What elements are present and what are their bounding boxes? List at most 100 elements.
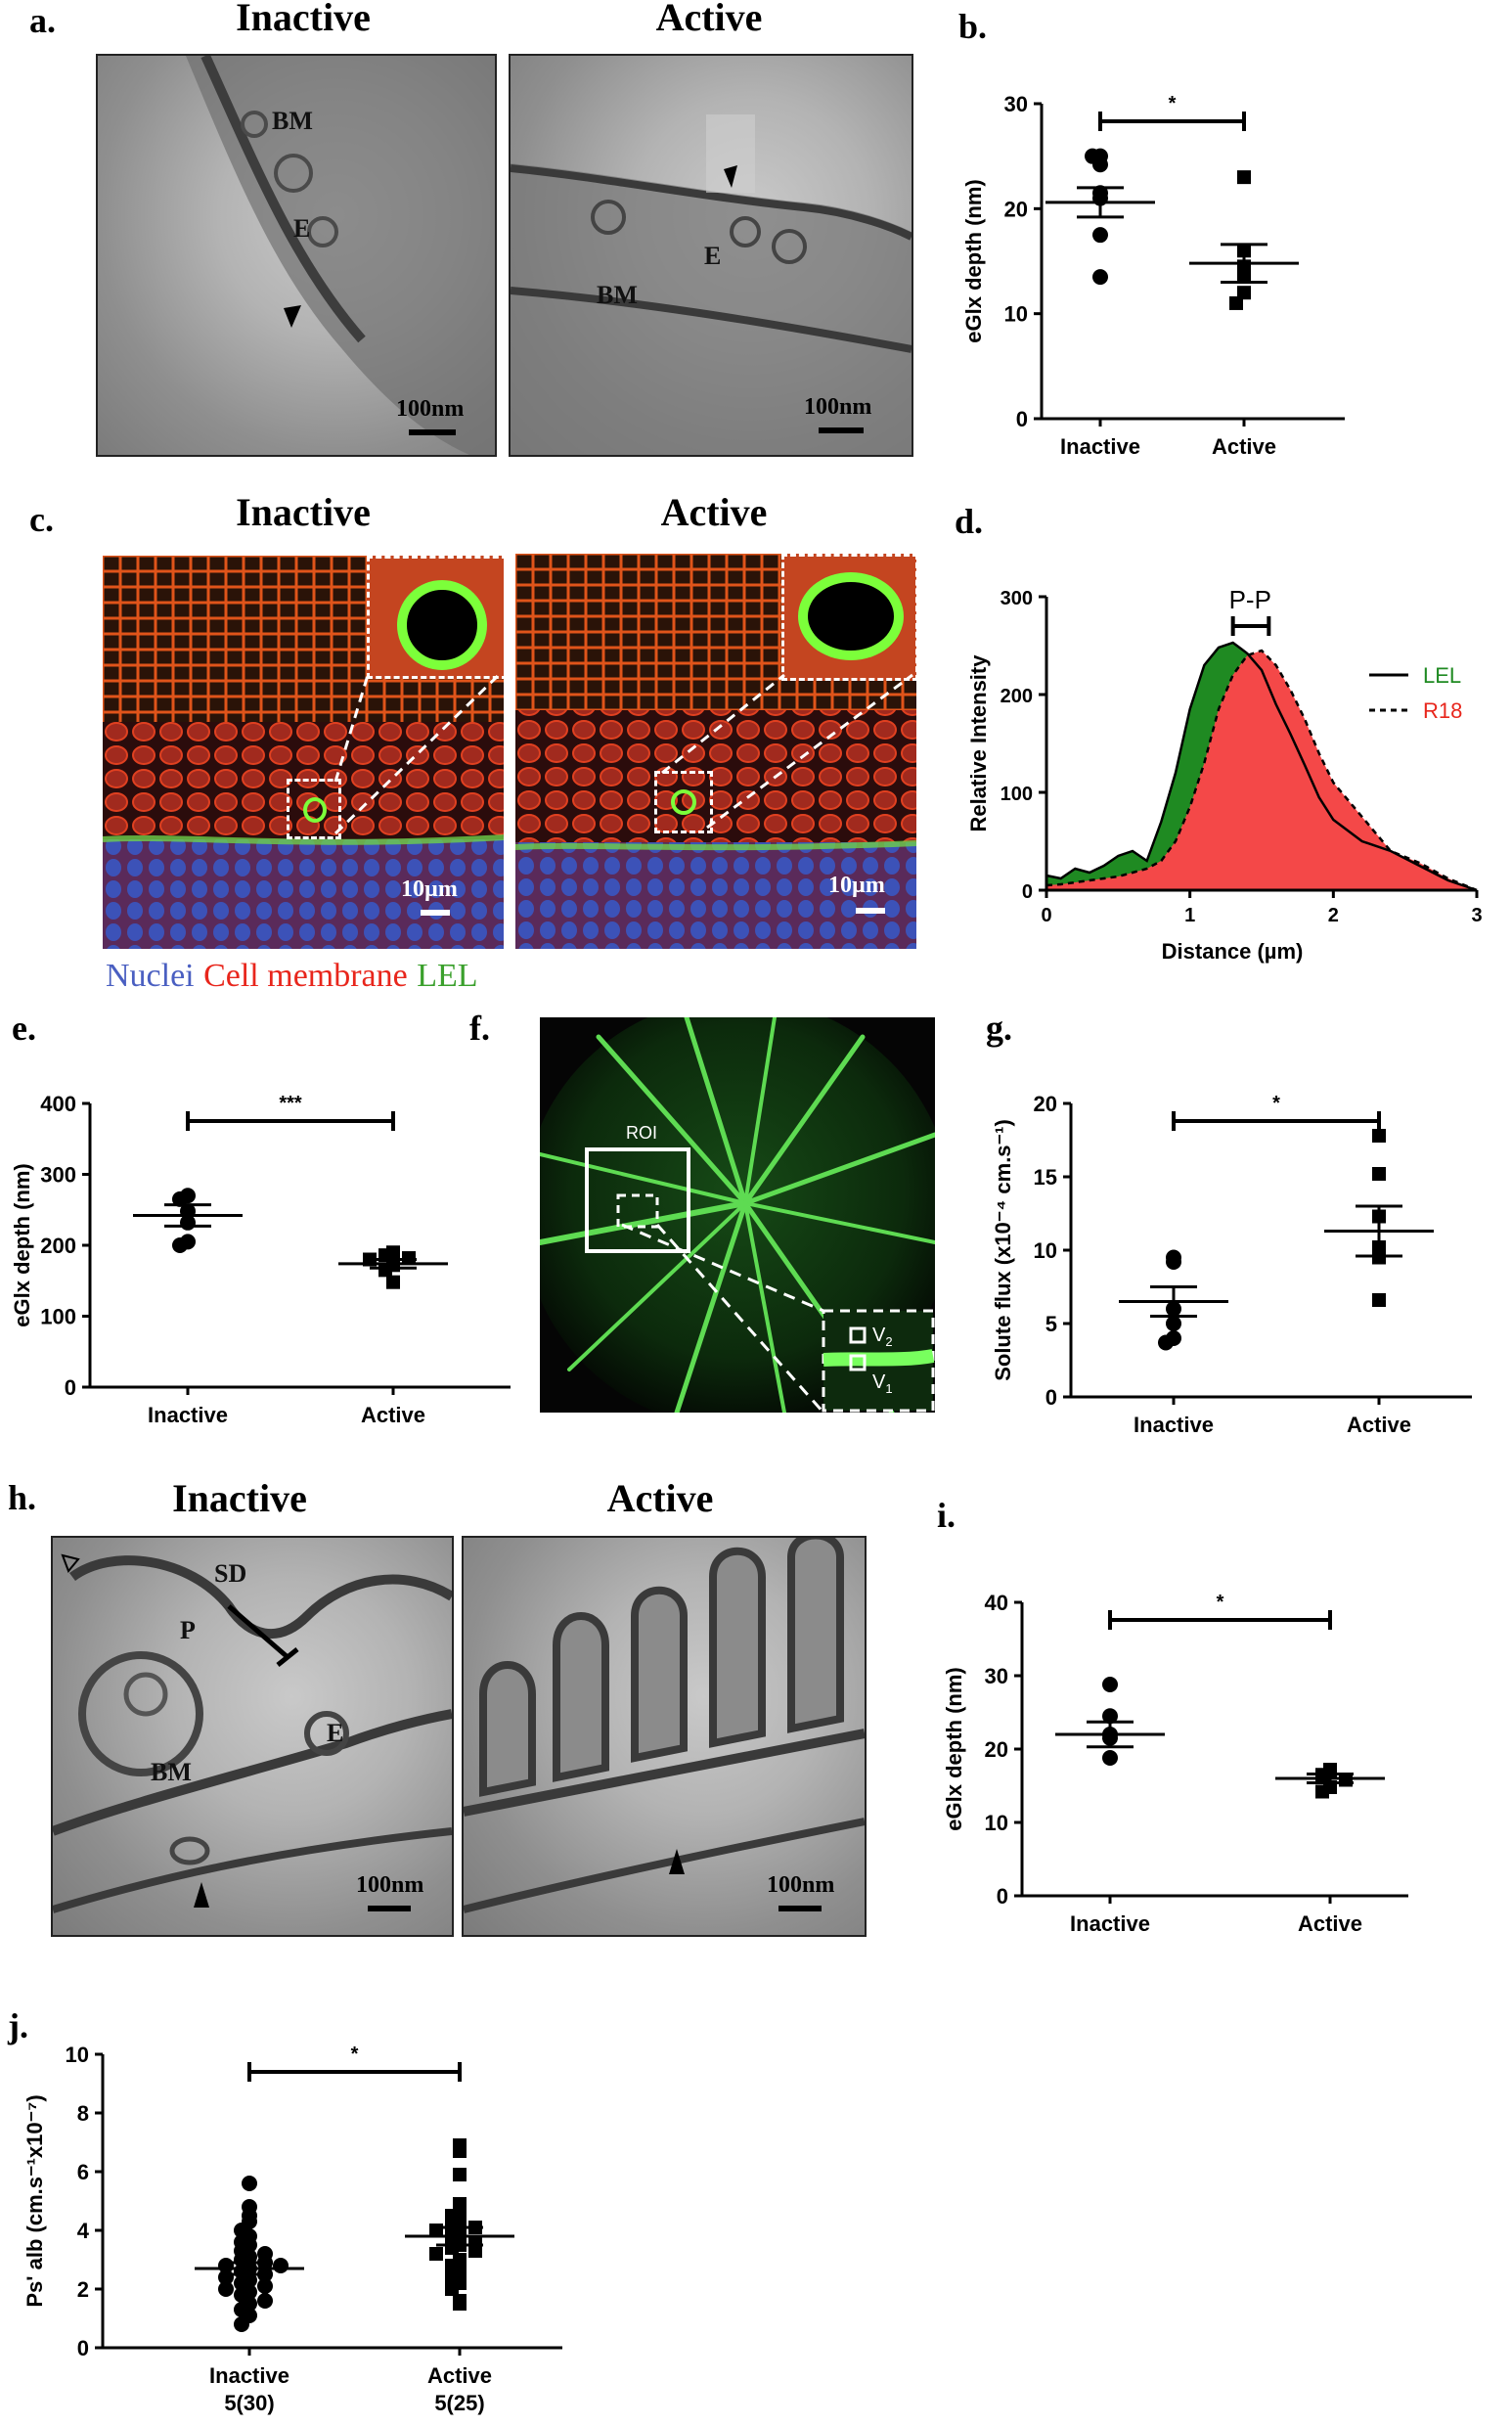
data-point: [1166, 1316, 1181, 1331]
data-point: [218, 2281, 234, 2297]
significance-label: *: [351, 2044, 359, 2065]
data-point: [1102, 1708, 1118, 1725]
y-tick-label: 2: [77, 2277, 89, 2302]
em-podocyte-drawing: [464, 1538, 865, 1913]
y-axis-label: Relative Intensity: [966, 654, 991, 832]
panel-a-em-inactive: BM E 100nm: [96, 54, 497, 457]
legend-label-lel: LEL: [1423, 663, 1461, 688]
em-label-e: E: [293, 214, 311, 243]
data-point: [1372, 1293, 1386, 1307]
data-point: [453, 2168, 467, 2181]
y-tick-label: 10: [985, 1811, 1008, 1835]
scale-bar: [421, 910, 450, 916]
v1-label: V1: [872, 1371, 893, 1396]
x-tick-label: 0: [1041, 905, 1051, 926]
panel-letter-j: j.: [8, 2006, 28, 2045]
em-label-e: E: [327, 1719, 344, 1747]
y-tick-label: 10: [1004, 302, 1028, 327]
chart-b: 0 10 20 30 eGlx depth (nm) Inactive Active *: [961, 92, 1345, 459]
scale-label: 100nm: [767, 1872, 835, 1898]
inset-box: [367, 556, 504, 679]
scale-bar: [856, 908, 885, 914]
data-point: [378, 1263, 392, 1278]
legend-label-r18: R18: [1423, 698, 1462, 723]
y-tick-label: 30: [985, 1664, 1008, 1688]
y-tick-label: 30: [1004, 92, 1028, 116]
legend-lel: LEL: [417, 958, 478, 994]
panel-letter-a: a.: [29, 1, 56, 40]
data-point: [1315, 1784, 1329, 1799]
arrowhead-icon: [724, 165, 737, 188]
inset-box: [781, 554, 916, 681]
panel-a-em-active: E BM 100nm: [509, 54, 913, 457]
x-tick-label: Active: [1298, 1911, 1362, 1936]
x-tick-label: Inactive: [1134, 1413, 1214, 1437]
x-tick-label: Inactive: [209, 2363, 289, 2388]
y-tick-label: 8: [77, 2101, 89, 2126]
panel-f-fluorescein-angiogram: ROI V2 V1: [540, 1017, 935, 1413]
scale-label: 100nm: [396, 396, 465, 422]
y-axis-label: Ps' alb (cm.s⁻¹x10⁻⁷): [22, 2094, 47, 2307]
y-tick-label: 0: [1016, 407, 1028, 431]
x-tick-label: Active: [361, 1403, 425, 1427]
v2-label: V2: [872, 1325, 893, 1349]
line-lel: [1045, 641, 1478, 892]
y-axis-label: eGlx depth (nm): [942, 1667, 966, 1830]
panel-letter-f: f.: [469, 1009, 490, 1048]
y-tick-label: 200: [40, 1234, 76, 1258]
legend-nuclei: Nuclei: [106, 958, 195, 994]
chart-i: 0 10 20 30 40 eGlx depth (nm) Inactive Active *: [942, 1591, 1408, 1936]
roi-label: ROI: [626, 1123, 658, 1143]
y-tick-label: 0: [997, 1884, 1008, 1909]
panel-h-title-active: Active: [606, 1476, 714, 1520]
data-point: [1237, 286, 1251, 300]
significance-label: *: [1217, 1592, 1224, 1613]
panel-c-fluor-active: 10µm: [515, 554, 916, 949]
y-tick-label: 0: [1022, 881, 1033, 903]
em-label-bm: BM: [272, 107, 313, 135]
y-tick-label: 15: [1034, 1165, 1057, 1190]
data-point: [1229, 295, 1243, 310]
arrowhead-icon: [61, 1553, 80, 1573]
y-axis-label: eGlx depth (nm): [12, 1163, 34, 1326]
retina-vessels: [540, 1017, 935, 1413]
data-point: [1102, 1677, 1118, 1692]
arrowhead-icon: [284, 305, 301, 328]
data-point: [234, 2316, 249, 2332]
x-tick-sublabel: 5(25): [434, 2391, 484, 2415]
y-tick-label: 20: [1034, 1092, 1057, 1116]
y-tick-label: 0: [65, 1375, 76, 1400]
panel-letter-h: h.: [8, 1478, 37, 1517]
scale-bar: [368, 1906, 411, 1911]
em-label-e: E: [704, 242, 722, 270]
y-tick-label: 10: [66, 2043, 89, 2067]
panel-h-title-inactive: Inactive: [172, 1476, 307, 1520]
em-label-bm: BM: [597, 281, 638, 309]
data-point: [453, 2144, 467, 2158]
data-point: [1372, 1129, 1386, 1143]
x-tick-label: Active: [1347, 1413, 1411, 1437]
roi-box: [287, 779, 341, 839]
em-label-bm: BM: [151, 1758, 192, 1786]
panel-c-color-legend: Nuclei Cell membrane LEL: [106, 957, 478, 995]
scale-label: 10µm: [828, 873, 885, 898]
y-tick-label: 10: [1034, 1238, 1057, 1263]
y-tick-label: 40: [985, 1591, 1008, 1615]
panel-c-fluor-inactive: 10µm: [103, 556, 504, 949]
y-tick-label: 20: [985, 1737, 1008, 1762]
y-tick-label: 300: [1001, 588, 1033, 609]
vessel-ring: [798, 572, 904, 660]
data-point: [172, 1237, 188, 1253]
data-point: [172, 1191, 188, 1207]
x-tick-label: Inactive: [148, 1403, 228, 1427]
pp-annotation: P-P: [1229, 585, 1271, 614]
em-membrane-drawing: [511, 114, 912, 455]
scale-bar: [778, 1906, 822, 1911]
y-axis-label: Solute flux (x10⁻⁴ cm.s⁻¹): [991, 1119, 1015, 1381]
data-point: [273, 2258, 289, 2273]
panel-letter-g: g.: [986, 1009, 1012, 1048]
panel-letter-d: d.: [955, 502, 984, 541]
y-tick-label: 0: [1045, 1385, 1057, 1410]
x-tick-label: 1: [1184, 905, 1195, 926]
x-axis-label: Distance (µm): [1162, 939, 1304, 964]
